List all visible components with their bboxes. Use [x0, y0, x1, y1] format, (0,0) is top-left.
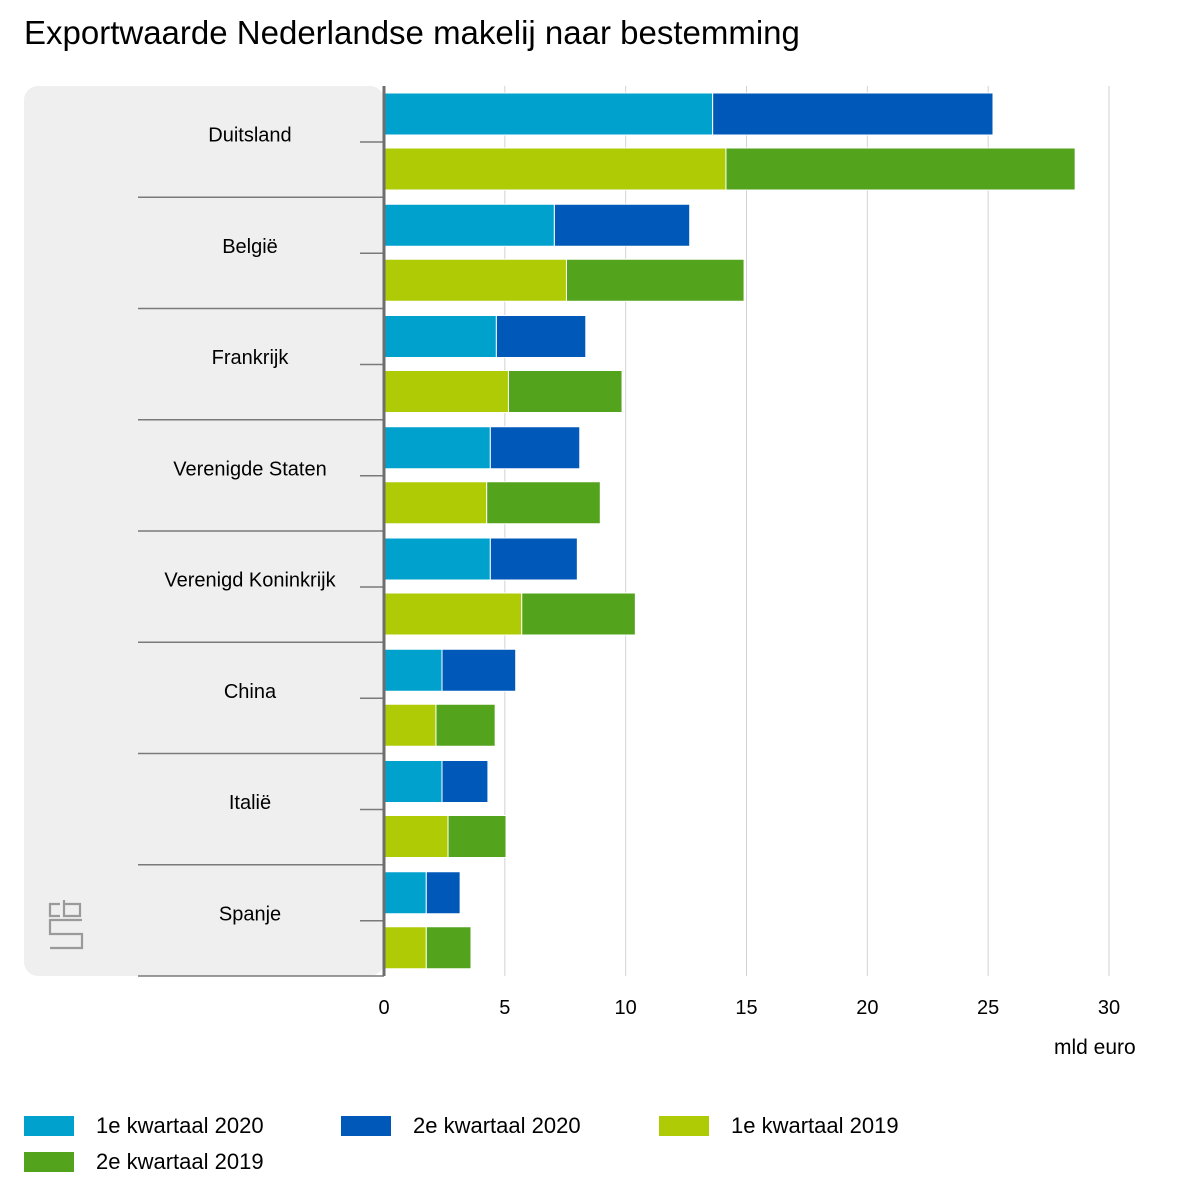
- bar-segment: [383, 648, 443, 692]
- category-label: Verenigd Koninkrijk: [164, 570, 336, 592]
- bar-segment: [383, 537, 491, 581]
- category-label: Verenigde Staten: [173, 458, 326, 480]
- category-label: Italië: [229, 792, 271, 814]
- bar-segment: [383, 203, 555, 247]
- bar-segment: [383, 147, 727, 191]
- bar-segment: [725, 147, 1076, 191]
- bar-segment: [383, 592, 523, 636]
- legend-label: 1e kwartaal 2020: [96, 1113, 264, 1138]
- x-tick-label: 0: [378, 997, 389, 1019]
- x-axis-unit-label: mld euro: [1054, 1036, 1136, 1059]
- bar-segment: [383, 481, 488, 525]
- legend-label: 1e kwartaal 2019: [731, 1113, 899, 1138]
- x-tick-label: 30: [1098, 997, 1120, 1019]
- category-label: België: [222, 236, 278, 258]
- bar-segment: [383, 760, 443, 803]
- category-label: China: [224, 681, 277, 703]
- x-tick-label: 15: [735, 997, 757, 1019]
- chart-title: Exportwaarde Nederlandse makelij naar be…: [24, 14, 800, 51]
- bars: [383, 92, 1076, 970]
- legend-item: 1e kwartaal 2020: [24, 1112, 264, 1140]
- bar-segment: [447, 815, 507, 858]
- bar-segment: [383, 315, 497, 358]
- bar-segment: [489, 426, 581, 470]
- bar-chart: Duitsland België Frankrijk Verenigde Staten…: [24, 86, 1120, 1019]
- legend-label: 2e kwartaal 2019: [96, 1149, 264, 1174]
- legend-swatch: [24, 1116, 74, 1136]
- legend-item: 2e kwartaal 2020: [341, 1112, 581, 1140]
- bar-segment: [383, 815, 449, 858]
- category-separators: [138, 141, 384, 977]
- bar-segment: [383, 92, 714, 136]
- x-tick-label: 25: [977, 997, 999, 1019]
- x-tick-label: 20: [856, 997, 878, 1019]
- bar-segment: [425, 926, 472, 970]
- bar-segment: [383, 871, 427, 915]
- bar-segment: [553, 203, 691, 247]
- bar-segment: [565, 258, 745, 302]
- bar-segment: [383, 258, 567, 302]
- bar-segment: [521, 592, 636, 636]
- bar-segment: [383, 370, 509, 413]
- bar-segment: [489, 537, 578, 581]
- bar-segment: [507, 370, 623, 413]
- bar-segment: [425, 871, 461, 915]
- bar-segment: [495, 315, 587, 358]
- category-label: Duitsland: [208, 125, 291, 147]
- legend-item: 1e kwartaal 2019: [659, 1112, 899, 1140]
- legend-swatch: [341, 1116, 391, 1136]
- bar-segment: [712, 92, 994, 136]
- legend-label: 2e kwartaal 2020: [413, 1113, 581, 1138]
- bar-segment: [383, 426, 491, 470]
- bar-segment: [383, 926, 427, 970]
- category-label: Frankrijk: [212, 347, 290, 369]
- bar-segment: [441, 760, 489, 803]
- bar-segment: [441, 648, 517, 692]
- legend-item: 2e kwartaal 2019: [24, 1148, 264, 1176]
- x-tick-labels: 0 5 10 15 20 25 30: [378, 997, 1120, 1019]
- x-tick-label: 10: [615, 997, 637, 1019]
- category-labels: Duitsland België Frankrijk Verenigde Staten…: [164, 125, 336, 926]
- bar-segment: [435, 703, 496, 747]
- cbs-logo: [48, 900, 84, 950]
- bar-segment: [383, 703, 437, 747]
- category-label: Spanje: [219, 903, 281, 925]
- x-tick-label: 5: [499, 997, 510, 1019]
- legend-swatch: [659, 1116, 709, 1136]
- legend-swatch: [24, 1152, 74, 1172]
- bar-segment: [486, 481, 601, 525]
